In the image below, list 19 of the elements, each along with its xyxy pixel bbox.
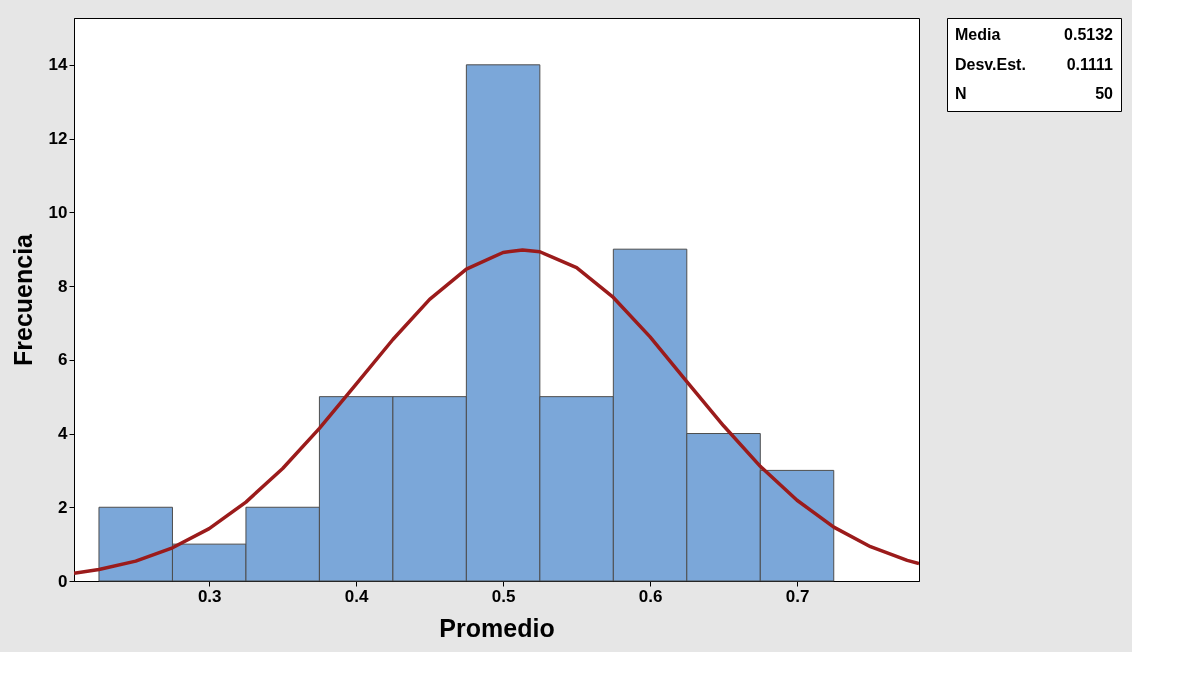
- y-tick-label: 12: [48, 129, 68, 149]
- y-tick-label: 0: [58, 571, 68, 591]
- y-tick-label: 2: [58, 497, 68, 517]
- text: Media 0.5132: [955, 26, 1113, 44]
- y-tick-label: 8: [58, 276, 68, 296]
- y-tick-label: 6: [58, 350, 68, 370]
- text: Desv.Est. 0.1111: [955, 55, 1113, 73]
- y-tick-label: 10: [48, 202, 68, 222]
- y-tick-label: 14: [48, 55, 69, 75]
- x-tick-label: 0.4: [344, 586, 370, 606]
- y-tick-label: 4: [58, 424, 69, 444]
- line-series: [74, 248, 919, 576]
- x-axis-title: Promedio: [439, 613, 555, 642]
- x-tick-label: 0.6: [638, 586, 663, 606]
- x-tick-label: 0.7: [785, 586, 810, 606]
- text: N 50: [955, 84, 1113, 102]
- x-tick-label: 0.3: [197, 586, 222, 606]
- x-tick-label: 0.5: [491, 586, 516, 606]
- y-axis-title: Frecuencia: [8, 232, 37, 367]
